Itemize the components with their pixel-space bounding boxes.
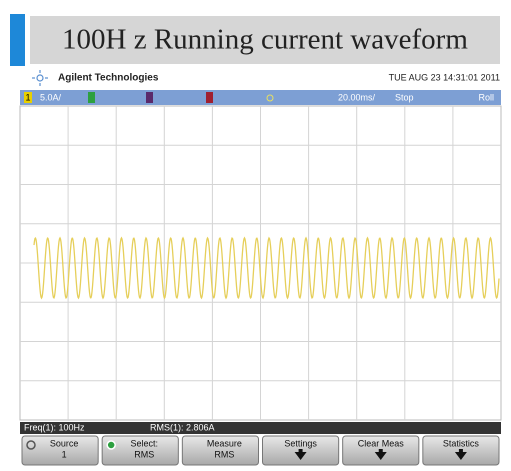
title-accent: [10, 14, 25, 66]
softkey-label: Source: [50, 438, 79, 448]
softkey-value: 1: [62, 449, 67, 459]
ch4-badge: [206, 92, 213, 103]
softkey-label: Settings: [284, 438, 317, 448]
mode: Roll: [478, 92, 494, 102]
softkey-icon: [107, 441, 115, 449]
measurement: RMS(1): 2.806A: [150, 422, 215, 432]
ch2-badge: [88, 92, 95, 103]
softkey-value: RMS: [134, 449, 154, 459]
softkey-label: Measure: [207, 438, 242, 448]
brand: Agilent Technologies: [58, 73, 159, 84]
state: Stop: [395, 92, 414, 102]
measurement: Freq(1): 100Hz: [24, 422, 85, 432]
timestamp: TUE AUG 23 14:31:01 2011: [389, 72, 500, 82]
softkey-label: Select:: [130, 438, 158, 448]
ch3-badge: [146, 92, 153, 103]
page: {"header": {"title": "100H z Running cur…: [0, 0, 511, 466]
softkey-value: RMS: [214, 449, 234, 459]
softkey-label: Clear Meas: [358, 438, 405, 448]
screenshot: 100H z Running current waveform Agilent …: [0, 0, 511, 466]
measure-bar: [20, 422, 501, 434]
softkey-label: Statistics: [443, 438, 480, 448]
brand-logo: [32, 70, 48, 86]
scale: 5.0A/: [40, 92, 62, 102]
title: 100H z Running current waveform: [62, 24, 468, 56]
channel: 1: [25, 92, 30, 102]
timebase: 20.00ms/: [338, 92, 376, 102]
